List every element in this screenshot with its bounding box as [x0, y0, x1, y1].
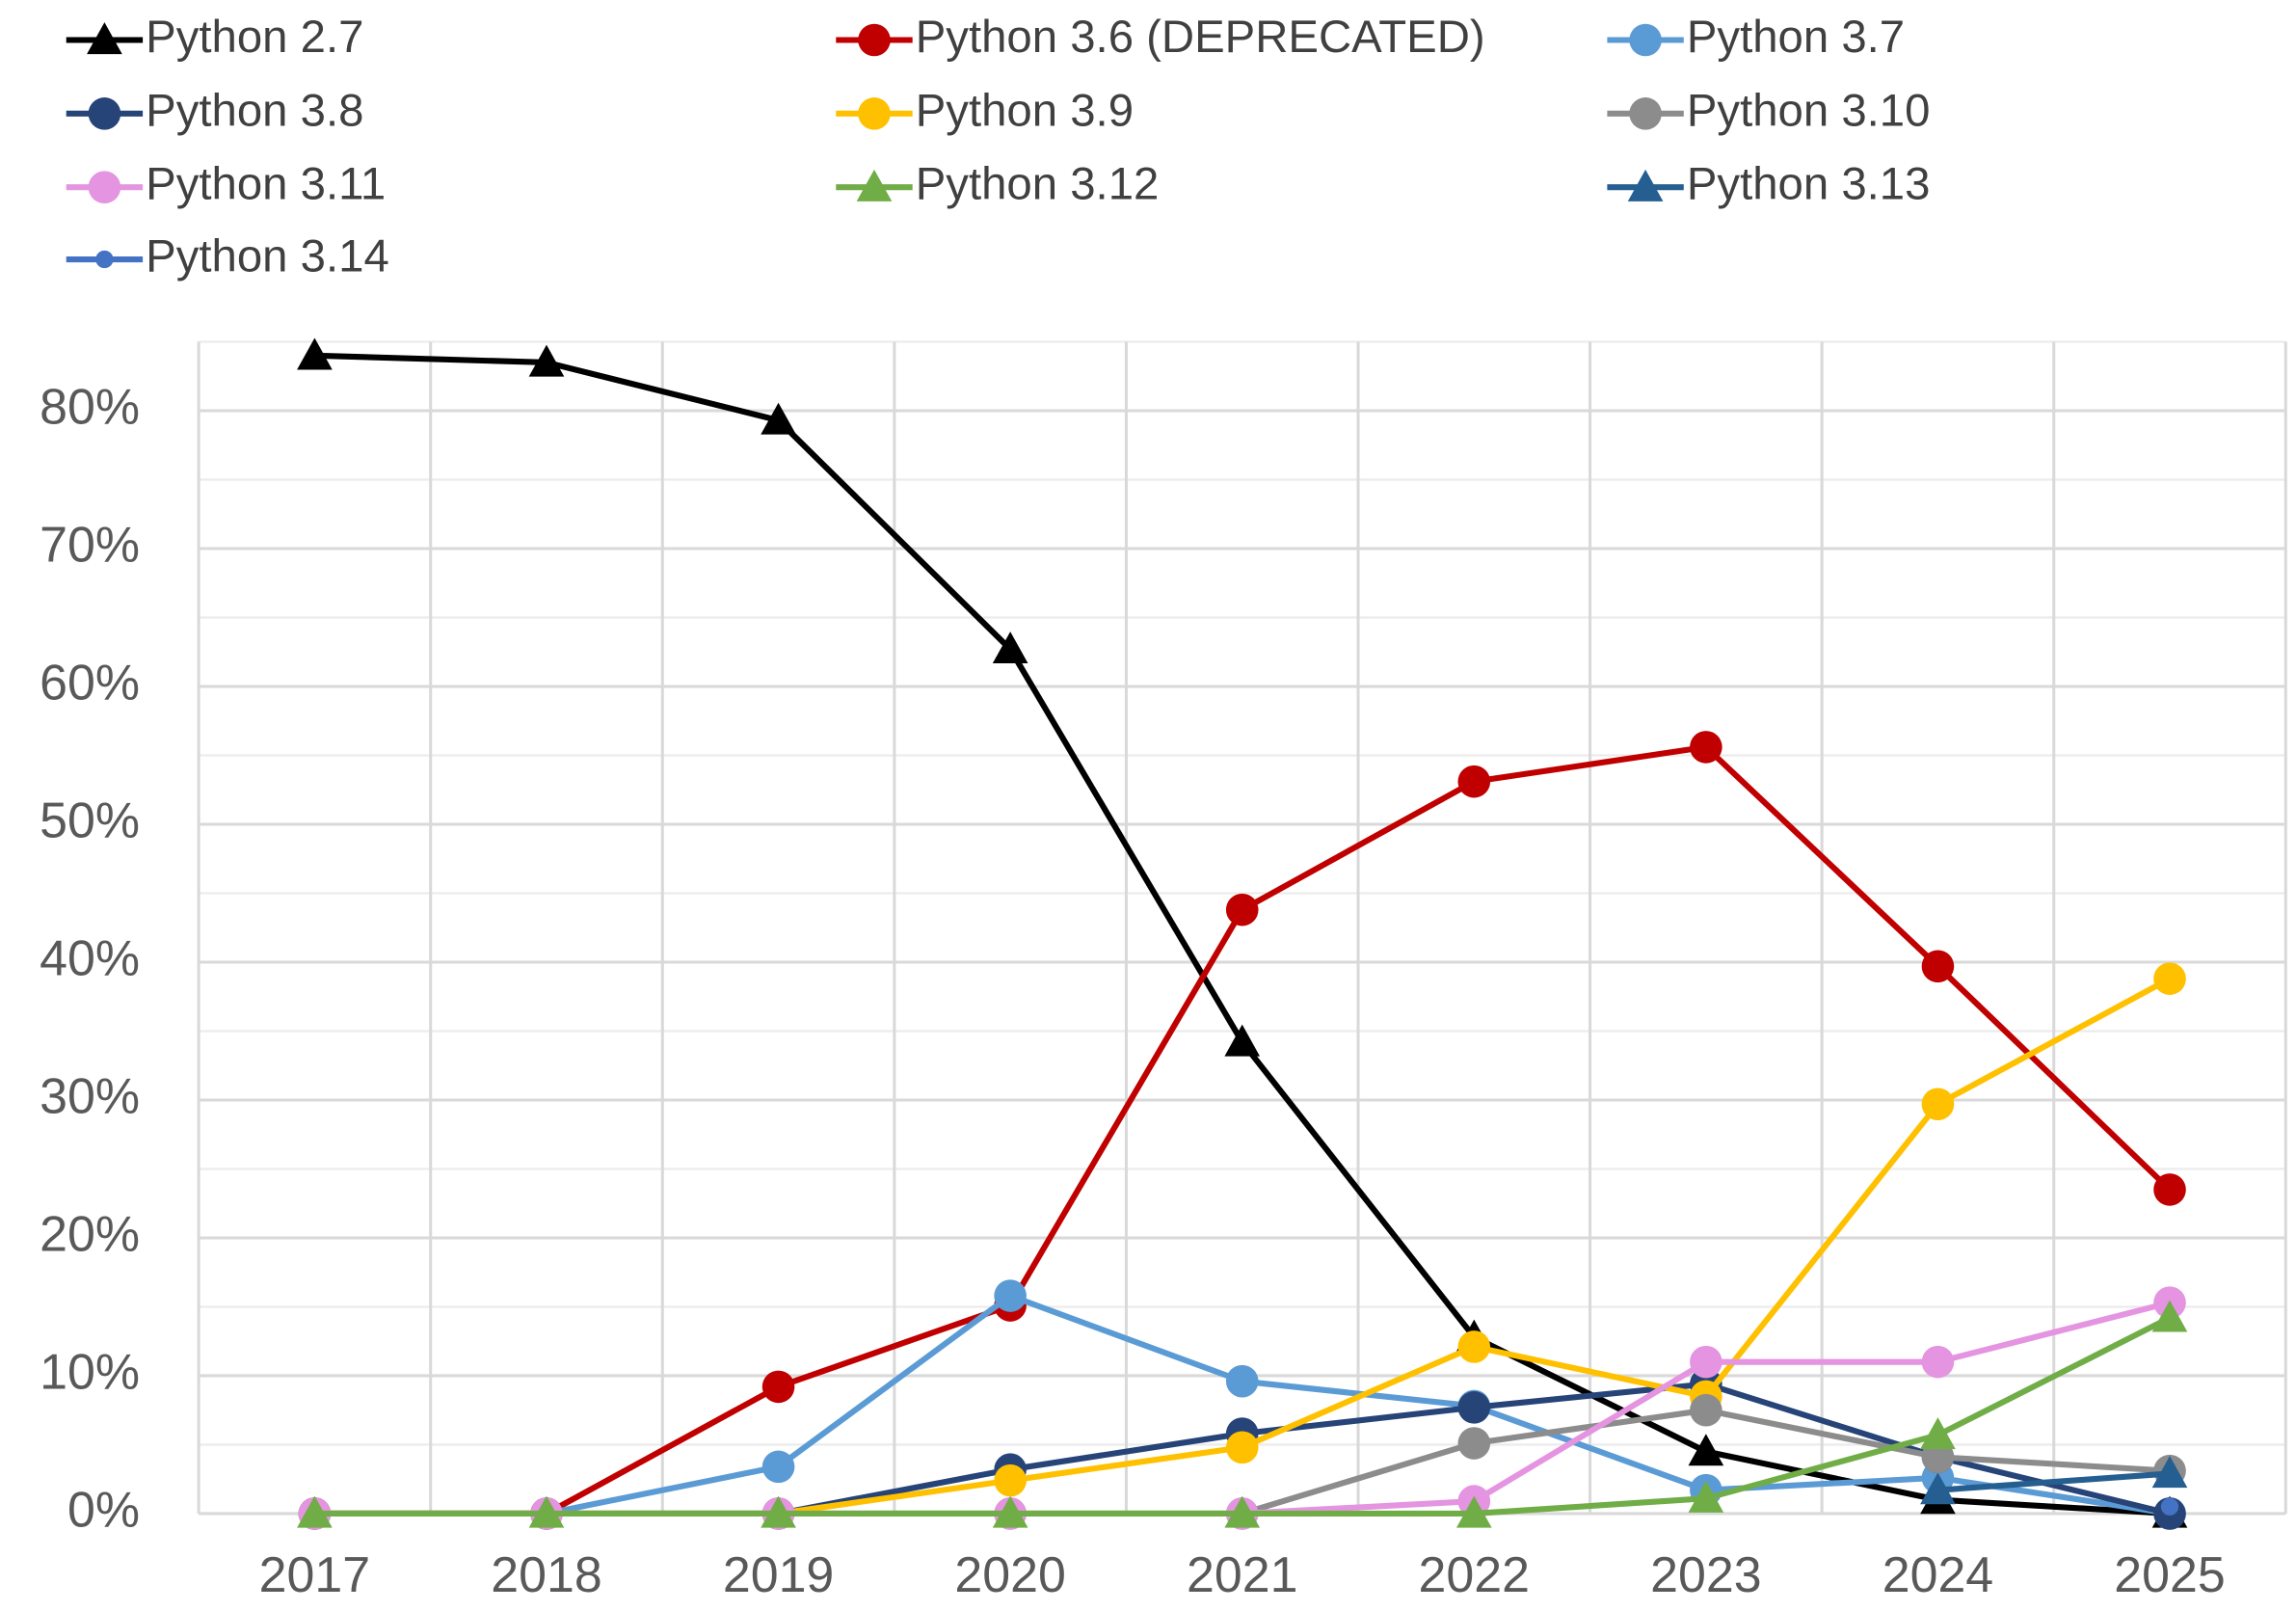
marker [88, 171, 121, 203]
marker [2151, 1300, 2188, 1332]
series-line [314, 352, 2171, 1517]
marker [1921, 950, 1955, 983]
marker [1921, 1087, 1955, 1121]
marker [761, 1450, 795, 1484]
marker [858, 23, 891, 57]
marker [992, 1495, 1028, 1528]
legend-label: Python 3.11 [146, 159, 386, 210]
marker [856, 169, 893, 201]
x-tick-label: 2017 [259, 1547, 370, 1603]
x-tick-label: 2025 [2114, 1547, 2225, 1603]
marker [528, 344, 565, 377]
series-line [1937, 1470, 2171, 1493]
marker [1690, 1345, 1722, 1379]
marker [994, 1463, 1027, 1497]
y-tick-label: 20% [40, 1207, 140, 1263]
x-tick-label: 2020 [954, 1547, 1065, 1603]
x-tick-label: 2024 [1882, 1547, 1993, 1603]
marker [1920, 1417, 1956, 1450]
marker [1629, 23, 1662, 57]
marker [761, 1495, 796, 1528]
marker [1225, 893, 1259, 926]
y-tick-label: 0% [67, 1483, 140, 1539]
marker [2151, 1456, 2188, 1489]
series-line [314, 743, 2173, 1517]
marker [2160, 1497, 2179, 1516]
marker [1627, 169, 1664, 201]
legend-label: Python 3.14 [146, 231, 389, 282]
series [298, 731, 2186, 1530]
marker [992, 631, 1028, 664]
marker [297, 337, 333, 370]
y-tick-label: 40% [40, 931, 140, 987]
marker [2153, 1173, 2186, 1206]
marker [1455, 1495, 1492, 1528]
y-tick-label: 80% [40, 380, 140, 436]
marker [1690, 731, 1722, 764]
y-tick-label: 60% [40, 656, 140, 712]
legend-label: Python 3.6 (DEPRECATED) [916, 12, 1485, 63]
legend-label: Python 3.10 [1687, 85, 1931, 136]
x-tick-label: 2021 [1187, 1547, 1297, 1603]
marker [1457, 765, 1491, 798]
x-tick-label: 2019 [723, 1547, 834, 1603]
y-tick-label: 50% [40, 793, 140, 849]
marker [1225, 1364, 1259, 1398]
marker [1690, 1393, 1722, 1427]
series-line [314, 1292, 2171, 1517]
y-tick-label: 30% [40, 1069, 140, 1125]
legend-label: Python 3.8 [146, 85, 363, 136]
legend-label: Python 3.13 [1687, 159, 1931, 210]
series-line [314, 1315, 2172, 1517]
marker [1921, 1345, 1955, 1379]
legend-label: Python 2.7 [146, 12, 363, 63]
y-tick-label: 10% [40, 1345, 140, 1401]
marker [1920, 1472, 1956, 1505]
marker [297, 1495, 333, 1528]
marker [1224, 1495, 1261, 1528]
marker [95, 250, 114, 269]
series [2160, 1497, 2179, 1516]
marker [1457, 1330, 1491, 1363]
series [1920, 1456, 2188, 1505]
marker [1225, 1431, 1259, 1464]
marker [761, 402, 796, 435]
marker [1457, 1391, 1491, 1424]
marker [88, 97, 121, 130]
x-tick-label: 2023 [1650, 1547, 1761, 1603]
marker [1688, 1434, 1724, 1466]
legend-label: Python 3.7 [1687, 12, 1905, 63]
marker [858, 97, 891, 130]
y-tick-label: 70% [40, 518, 140, 574]
marker [1224, 1024, 1261, 1057]
marker [1457, 1427, 1491, 1460]
marker [1688, 1480, 1724, 1513]
x-tick-label: 2018 [491, 1547, 601, 1603]
x-tick-label: 2022 [1419, 1547, 1530, 1603]
legend-label: Python 3.12 [916, 159, 1160, 210]
marker [528, 1495, 565, 1528]
legend-label: Python 3.9 [916, 85, 1134, 136]
series [297, 1300, 2188, 1528]
marker [2153, 962, 2186, 995]
marker [87, 22, 122, 55]
marker [994, 1279, 1027, 1312]
marker [761, 1370, 795, 1404]
marker [1629, 97, 1662, 130]
